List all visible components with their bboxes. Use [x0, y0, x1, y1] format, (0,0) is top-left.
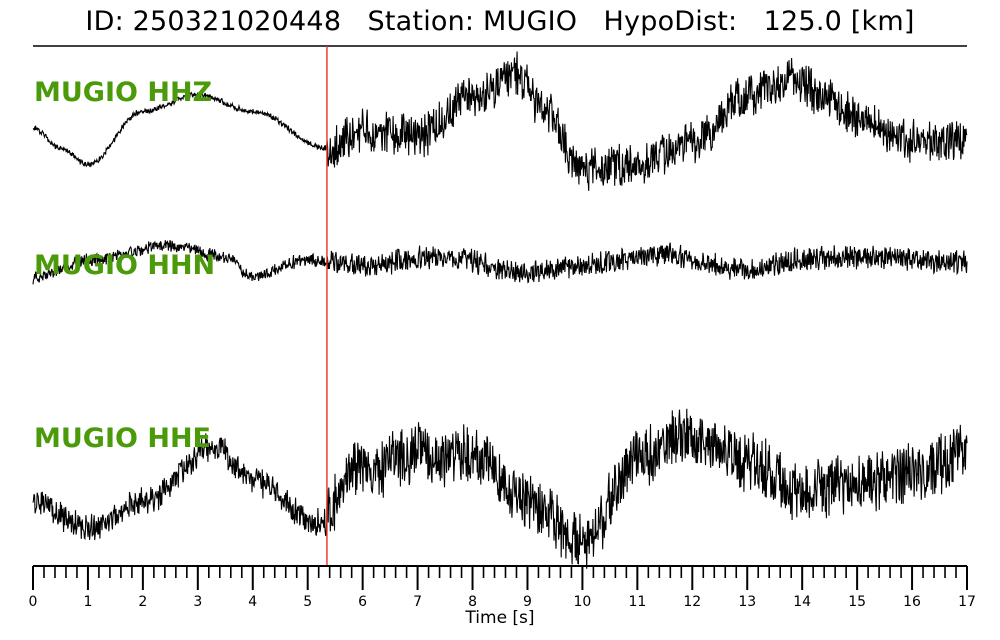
trace-label-2: MUGIO HHE — [34, 423, 211, 454]
x-tick-label: 13 — [738, 594, 756, 610]
x-tick-label: 17 — [958, 594, 976, 610]
x-tick-label: 11 — [628, 594, 646, 610]
trace-line-1 — [32, 240, 968, 285]
x-tick-label: 16 — [903, 594, 921, 610]
chart-title: ID: 250321020448 Station: MUGIO HypoDist… — [85, 6, 915, 37]
x-tick-label: 2 — [138, 594, 147, 610]
x-tick-label: 10 — [573, 594, 591, 610]
x-tick-label: 9 — [523, 594, 532, 610]
x-tick-label: 7 — [413, 594, 422, 610]
x-tick-label: 4 — [248, 594, 257, 610]
x-tick-label: 0 — [29, 594, 38, 610]
x-tick-label: 6 — [358, 594, 367, 610]
x-tick-label: 12 — [683, 594, 701, 610]
x-tick-label: 3 — [193, 594, 202, 610]
x-tick-label: 15 — [848, 594, 866, 610]
x-axis: 0 1 2 3 4 5 6 7 8 9 10 11 12 13 14 15 16 17 — [29, 565, 976, 610]
trace-label-1: MUGIO HHN — [34, 250, 215, 281]
x-tick-label: 14 — [793, 594, 811, 610]
x-tick-label: 1 — [83, 594, 92, 610]
trace-label-group: MUGIO HHZ MUGIO HHN MUGIO HHE — [34, 77, 215, 454]
x-tick-label: 8 — [468, 594, 477, 610]
x-tick-label: 5 — [303, 594, 312, 610]
trace-group — [32, 51, 968, 569]
trace-line-2 — [32, 408, 968, 569]
x-axis-label: Time [s] — [464, 608, 534, 628]
trace-label-0: MUGIO HHZ — [34, 77, 212, 108]
trace-line-0 — [32, 51, 968, 191]
